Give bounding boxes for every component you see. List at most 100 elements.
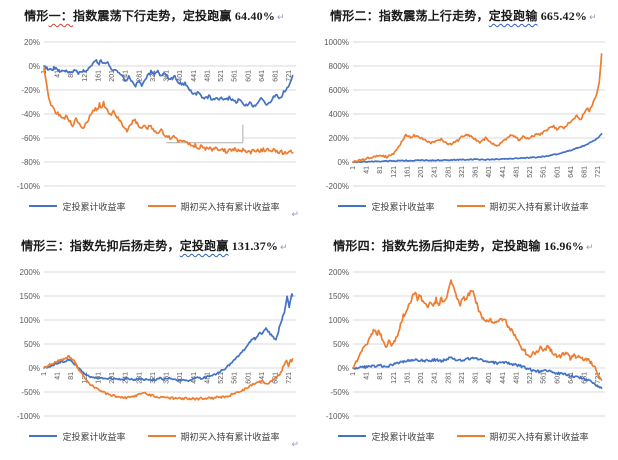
y-tick-label: -80% (21, 158, 40, 167)
x-tick-label: 521 (218, 372, 225, 384)
x-tick-label: 161 (95, 70, 102, 82)
x-tick-label: 321 (459, 166, 466, 178)
x-tick-label: 361 (473, 372, 480, 384)
dca-line-swatch-icon (338, 435, 367, 437)
buyhold-series-line (352, 279, 603, 381)
y-tick-label: 400% (329, 110, 349, 119)
x-tick-label: 201 (109, 70, 116, 82)
x-tick-label: 641 (568, 372, 575, 384)
dca-line-swatch-icon (29, 435, 58, 437)
legend-item-dca: 定投累计收益率 (29, 430, 126, 443)
y-tick-label: -60% (21, 134, 40, 143)
x-tick-label: 201 (418, 166, 425, 178)
y-tick-label: -100% (17, 412, 40, 421)
x-tick-label: 281 (445, 372, 452, 384)
x-tick-label: 41 (55, 372, 62, 380)
chart-panel-scenario-3: 情形三：指数先抑后扬走势，定投跑赢 131.37% ↵ 200% 150% 100% 5… (0, 230, 309, 460)
legend-label: 期初买入持有累计收益率 (489, 431, 589, 442)
x-tick-label: 401 (177, 372, 184, 384)
title-text: 指数震荡下行走势，定投跑赢 64.40% (73, 9, 276, 23)
title-text: 131.37% (228, 239, 279, 253)
x-tick-label: 441 (500, 372, 507, 384)
title-text: 665.42% (537, 9, 588, 23)
legend-label: 定投累计收益率 (371, 201, 435, 212)
legend-item-dca: 定投累计收益率 (338, 430, 435, 443)
x-tick-label: 601 (245, 372, 252, 384)
y-tick-label: 150% (329, 292, 349, 301)
title-marked-text: 定投跑输 (488, 9, 538, 23)
chart-panel-scenario-1: 情形一：指数震荡下行走势，定投跑赢 64.40% ↵ 20% 0% -20% -40% -… (0, 0, 309, 230)
y-tick-label: 0% (28, 364, 40, 373)
dca-series-line (352, 356, 603, 390)
y-tick-label: -50% (21, 388, 40, 397)
y-tick-label: 100% (329, 316, 349, 325)
x-tick-label: 641 (259, 372, 266, 384)
x-tick-label: 121 (391, 372, 398, 384)
title-marked-text: 一： (48, 9, 74, 23)
legend-label: 定投累计收益率 (371, 431, 435, 442)
chart-plot-area: 20% 0% -20% -40% -60% -80% -100% 1 41 81 121 161 201… (4, 24, 304, 196)
y-tick-label: -200% (326, 182, 349, 191)
x-tick-label: 281 (445, 166, 452, 178)
x-tick-label: 481 (204, 70, 211, 82)
title-text: 情形四：指数先扬后抑走势，定投跑输 16.96% (333, 239, 585, 253)
return-mark-icon: ↵ (277, 12, 285, 22)
x-tick-label: 1 (350, 372, 357, 376)
x-tick-label: 201 (418, 372, 425, 384)
x-tick-label: 281 (136, 70, 143, 82)
buyhold-line-swatch-icon (147, 435, 176, 437)
chart-plot-area: 200% 150% 100% 50% 0% -50% -100% 1 41 81 121 161 201… (313, 254, 613, 426)
x-tick-label: 561 (541, 166, 548, 178)
line-chart: 1000% 800% 600% 400% 200% 0% -200% 1 41 81 121 161 2… (324, 38, 605, 191)
chart-title: 情形三：指数先抑后扬走势，定投跑赢 131.37% ↵ (0, 230, 309, 254)
line-chart: 200%150%100%50%0%-50%-100%1 41 81 121 161 201… (17, 268, 296, 421)
x-tick-label: 521 (527, 166, 534, 178)
chart-legend: 定投累计收益率 期初买入持有累计收益率 ↵ (0, 426, 309, 449)
x-tick-label: 641 (568, 166, 575, 178)
y-tick-label: 0% (28, 62, 40, 71)
y-tick-label: 200% (329, 268, 349, 277)
x-tick-label: 721 (286, 372, 293, 384)
x-tick-label: 561 (232, 70, 239, 82)
x-tick-label: 481 (204, 372, 211, 384)
legend-item-buyhold: 期初买入持有累计收益率 (456, 430, 589, 443)
x-tick-label: 561 (541, 372, 548, 384)
x-tick-label: 121 (82, 70, 89, 82)
dca-series-line (43, 293, 294, 382)
chart-panel-scenario-4: 情形四：指数先扬后抑走势，定投跑输 16.96% ↵ 200% 150% 100% 50… (309, 230, 618, 460)
legend-label: 定投累计收益率 (62, 201, 126, 212)
x-tick-label: 361 (473, 166, 480, 178)
chart-title: 情形四：指数先扬后抑走势，定投跑输 16.96% ↵ (309, 230, 618, 254)
chart-panel-scenario-2: 情形二：指数震荡上行走势，定投跑输 665.42% ↵ 1000% 800% 600%… (309, 0, 618, 230)
chart-title: 情形二：指数震荡上行走势，定投跑输 665.42% ↵ (309, 0, 618, 24)
x-tick-label: 81 (377, 372, 384, 380)
x-tick-label: 241 (432, 166, 439, 178)
y-tick-label: 50% (333, 340, 349, 349)
x-tick-label: 481 (513, 372, 520, 384)
x-tick-label: 321 (150, 70, 157, 82)
x-tick-label: 601 (554, 372, 561, 384)
x-tick-label: 681 (582, 372, 589, 384)
x-tick-label: 161 (404, 166, 411, 178)
y-tick-label: 1000% (324, 38, 349, 47)
x-tick-label: 41 (55, 70, 62, 78)
y-tick-label: -50% (330, 388, 349, 397)
return-mark-icon: ↵ (291, 209, 299, 219)
x-tick-label: 401 (486, 166, 493, 178)
y-tick-label: 200% (20, 268, 40, 277)
x-tick-label: 521 (218, 70, 225, 82)
dca-series-line (352, 133, 603, 164)
buyhold-line-swatch-icon (147, 205, 176, 207)
return-mark-icon: ↵ (589, 12, 597, 22)
y-tick-label: 200% (329, 134, 349, 143)
x-tick-label: 441 (191, 70, 198, 82)
title-text: 情形二：指数震荡上行走势， (330, 9, 489, 23)
x-tick-label: 241 (123, 70, 130, 82)
chart-legend: 定投累计收益率 期初买入持有累计收益率 (309, 426, 618, 446)
legend-item-buyhold: 期初买入持有累计收益率 (147, 430, 280, 443)
x-tick-label: 1 (350, 166, 357, 170)
x-tick-label: 41 (364, 372, 371, 380)
title-marked-text: 定投跑赢 (179, 239, 229, 253)
chart-plot-area: 200% 150% 100% 50% 0% -50% -100% 1 41 81 121 161 201… (4, 254, 304, 426)
x-tick-label: 681 (582, 166, 589, 178)
